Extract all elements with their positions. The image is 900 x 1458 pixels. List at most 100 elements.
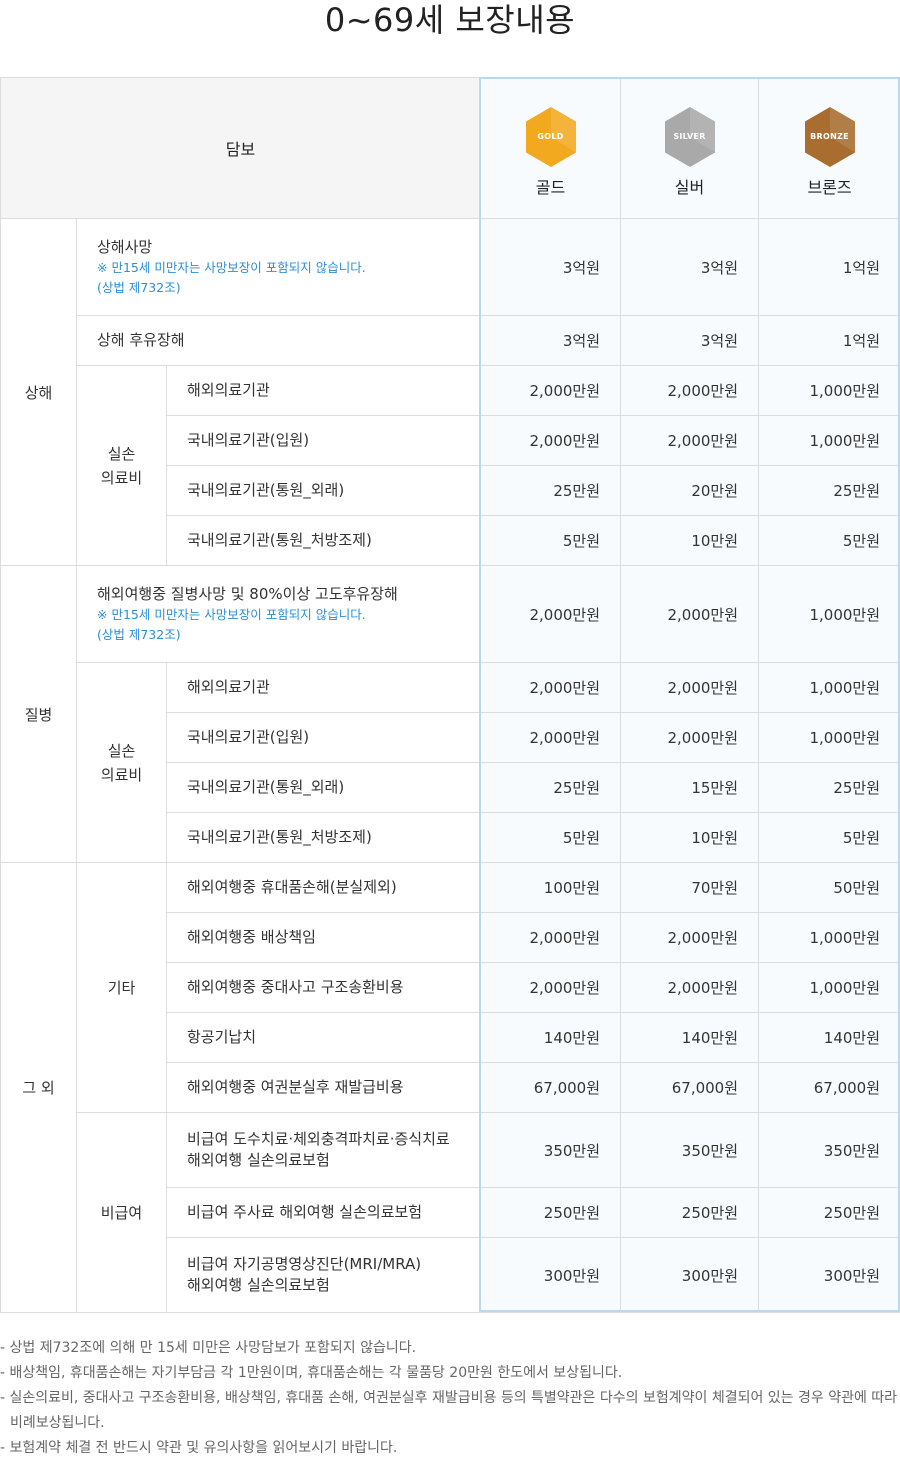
value-gold: 250만원 xyxy=(480,1187,622,1238)
value-silver: 250만원 xyxy=(620,1187,760,1238)
plan-header-gold: GOLD 골드 xyxy=(480,77,622,219)
plan-name-bronze: 브론즈 xyxy=(807,178,852,197)
value-silver: 2,000만원 xyxy=(620,962,760,1013)
item-note: ※ 만15세 미만자는 사망보장이 포함되지 않습니다. (상법 제732조) xyxy=(97,259,366,295)
value-gold: 350만원 xyxy=(480,1112,622,1188)
plan-name-gold: 골드 xyxy=(535,178,566,197)
coverage-item: 해외여행중 배상책임 xyxy=(165,912,482,963)
coverage-item: 해외여행중 휴대품손해(분실제외) xyxy=(165,862,482,913)
value-bronze: 5만원 xyxy=(758,515,900,566)
value-silver: 67,000원 xyxy=(620,1062,760,1113)
category-injury: 상해 xyxy=(0,218,77,566)
value-gold: 2,000만원 xyxy=(480,712,622,763)
coverage-header: 담보 xyxy=(0,77,482,219)
gold-badge-icon: GOLD xyxy=(524,106,578,168)
page-title: 0~69세 보장내용 xyxy=(324,1,576,39)
table-row: 비급여 주사료 해외여행 실손의료보험 250만원 250만원 250만원 xyxy=(1,1187,900,1238)
value-silver: 2,000만원 xyxy=(620,712,760,763)
bronze-badge-icon: BRONZE xyxy=(803,106,857,168)
value-bronze: 350만원 xyxy=(758,1112,900,1188)
coverage-item: 해외의료기관 xyxy=(165,662,482,713)
notice-item: - 실손의료비, 중대사고 구조송환비용, 배상책임, 휴대품 손해, 여권분실… xyxy=(0,1390,898,1431)
value-silver: 140만원 xyxy=(620,1012,760,1063)
value-bronze: 300만원 xyxy=(758,1237,900,1313)
table-row: 질병 해외여행중 질병사망 및 80%이상 고도후유장해 ※ 만15세 미만자는… xyxy=(0,565,900,863)
notice-item: - 보험계약 체결 전 반드시 약관 및 유의사항을 읽어보시기 바랍니다. xyxy=(0,1440,398,1456)
value-silver: 2,000만원 xyxy=(620,365,760,416)
value-bronze: 50만원 xyxy=(758,862,900,913)
table-row: 국내의료기관(통원_외래) 25만원 20만원 25만원 xyxy=(1,465,900,516)
value-silver: 20만원 xyxy=(620,465,760,516)
subcategory-medical: 실손 의료비 xyxy=(76,365,167,566)
value-silver: 350만원 xyxy=(620,1112,760,1188)
item-note: ※ 만15세 미만자는 사망보장이 포함되지 않습니다. (상법 제732조) xyxy=(97,606,366,642)
value-silver: 70만원 xyxy=(620,862,760,913)
value-gold: 3억원 xyxy=(480,218,622,316)
plan-header-bronze: BRONZE 브론즈 xyxy=(758,77,900,219)
value-bronze: 67,000원 xyxy=(758,1062,900,1113)
table-row: 비급여 자기공명영상진단(MRI/MRA) 해외여행 실손의료보험 300만원 3… xyxy=(1,1237,900,1313)
value-silver: 10만원 xyxy=(620,515,760,566)
coverage-item: 국내의료기관(통원_외래) xyxy=(165,762,482,813)
item-label: 상해사망 xyxy=(97,237,153,256)
notice-item: - 상법 제732조에 의해 만 15세 미만은 사망담보가 포함되지 않습니다… xyxy=(0,1340,417,1356)
table-row: 국내의료기관(통원_외래) 25만원 15만원 25만원 xyxy=(1,762,900,813)
value-bronze: 1억원 xyxy=(758,315,900,366)
value-bronze: 25만원 xyxy=(758,465,900,516)
notice-list: - 상법 제732조에 의해 만 15세 미만은 사망담보가 포함되지 않습니다… xyxy=(0,1336,900,1458)
table-row: 해외여행중 중대사고 구조송환비용 2,000만원 2,000만원 1,000만… xyxy=(1,962,900,1013)
coverage-item: 해외의료기관 xyxy=(165,365,482,416)
table-row: 국내의료기관(통원_처방조제) 5만원 10만원 5만원 xyxy=(1,515,900,566)
table-row: 비급여 비급여 도수치료·체외충격파치료·증식치료 해외여행 실손의료보험 350… xyxy=(1,1112,900,1313)
value-bronze: 140만원 xyxy=(758,1012,900,1063)
value-gold: 3억원 xyxy=(480,315,622,366)
value-gold: 5만원 xyxy=(480,812,622,863)
silver-badge-icon: SILVER xyxy=(663,106,717,168)
value-silver: 2,000만원 xyxy=(620,912,760,963)
subcategory-medical: 실손 의료비 xyxy=(76,662,167,863)
value-gold: 25만원 xyxy=(480,465,622,516)
coverage-item: 비급여 주사료 해외여행 실손의료보험 xyxy=(165,1187,482,1238)
subcategory-noncovered: 비급여 xyxy=(76,1112,167,1313)
table-row: 실손 의료비 해외의료기관 2,000만원 2,000만원 1,000만원 xyxy=(1,365,900,566)
value-gold: 300만원 xyxy=(480,1237,622,1313)
coverage-item: 해외여행중 여권분실후 재발급비용 xyxy=(165,1062,482,1113)
table-row: 실손 의료비 해외의료기관 2,000만원 2,000만원 1,000만원 xyxy=(1,662,900,863)
value-gold: 25만원 xyxy=(480,762,622,813)
value-gold: 2,000만원 xyxy=(480,565,622,663)
value-bronze: 1,000만원 xyxy=(758,662,900,713)
plan-header-silver: SILVER 실버 xyxy=(620,77,760,219)
value-silver: 300만원 xyxy=(620,1237,760,1313)
value-silver: 3억원 xyxy=(620,218,760,316)
value-bronze: 25만원 xyxy=(758,762,900,813)
value-gold: 2,000만원 xyxy=(480,415,622,466)
value-silver: 15만원 xyxy=(620,762,760,813)
plan-name-silver: 실버 xyxy=(674,178,705,197)
value-silver: 10만원 xyxy=(620,812,760,863)
table-row: 항공기납치 140만원 140만원 140만원 xyxy=(1,1012,900,1063)
table-header-row: 담보 GOLD 골드 SILVER 실버 BRONZE xyxy=(0,77,900,219)
coverage-item: 국내의료기관(입원) xyxy=(165,415,482,466)
notice-item: - 배상책임, 휴대품손해는 자기부담금 각 1만원이며, 휴대품손해는 각 물… xyxy=(0,1365,623,1381)
value-bronze: 1,000만원 xyxy=(758,962,900,1013)
value-silver: 3억원 xyxy=(620,315,760,366)
value-gold: 140만원 xyxy=(480,1012,622,1063)
value-gold: 5만원 xyxy=(480,515,622,566)
coverage-item: 항공기납치 xyxy=(165,1012,482,1063)
value-gold: 100만원 xyxy=(480,862,622,913)
value-gold: 2,000만원 xyxy=(480,365,622,416)
table-row: 해외여행중 여권분실후 재발급비용 67,000원 67,000원 67,000… xyxy=(1,1062,900,1113)
item-label: 해외여행중 질병사망 및 80%이상 고도후유장해 xyxy=(97,584,398,603)
coverage-item: 국내의료기관(통원_처방조제) xyxy=(165,812,482,863)
coverage-item: 해외여행중 중대사고 구조송환비용 xyxy=(165,962,482,1013)
coverage-item: 국내의료기관(입원) xyxy=(165,712,482,763)
table-row: 국내의료기관(입원) 2,000만원 2,000만원 1,000만원 xyxy=(1,415,900,466)
value-gold: 2,000만원 xyxy=(480,962,622,1013)
value-silver: 2,000만원 xyxy=(620,415,760,466)
coverage-item: 상해사망 ※ 만15세 미만자는 사망보장이 포함되지 않습니다. (상법 제73… xyxy=(75,218,482,316)
value-bronze: 1,000만원 xyxy=(758,415,900,466)
value-bronze: 1억원 xyxy=(758,218,900,316)
value-bronze: 1,000만원 xyxy=(758,912,900,963)
value-gold: 2,000만원 xyxy=(480,662,622,713)
coverage-item: 상해 후유장해 xyxy=(75,315,482,366)
